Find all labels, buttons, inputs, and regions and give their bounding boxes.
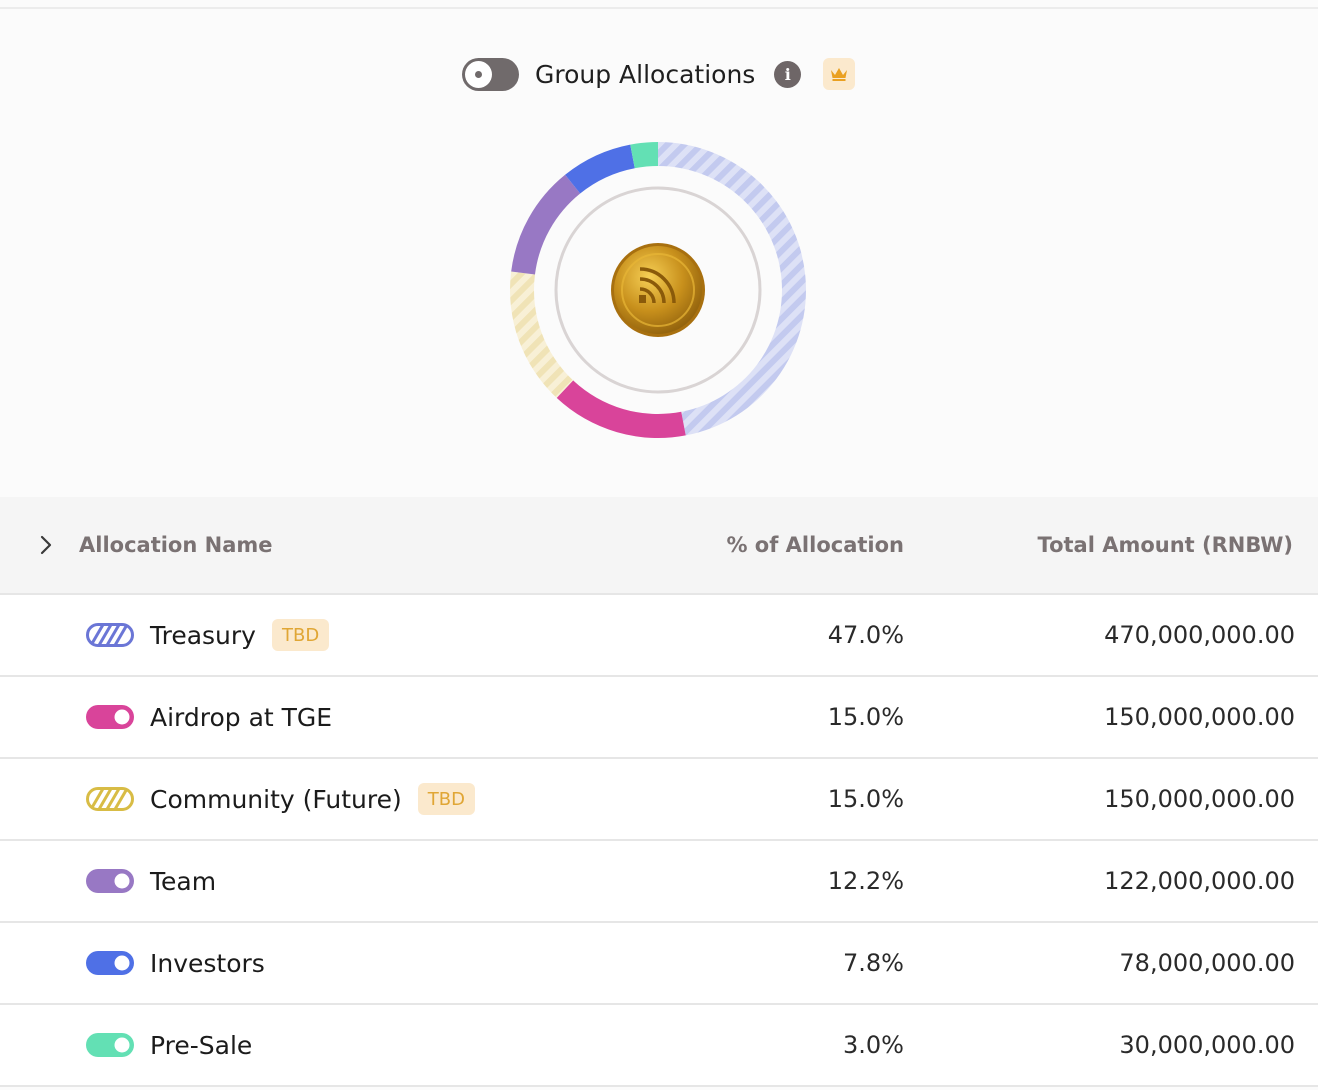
crown-icon bbox=[823, 58, 856, 90]
allocation-percent: 47.0% bbox=[827, 621, 904, 649]
allocation-percent: 7.8% bbox=[843, 949, 904, 977]
column-header-percent[interactable]: % of Allocation bbox=[726, 533, 904, 557]
allocation-percent: 15.0% bbox=[827, 785, 904, 813]
toggle-icon bbox=[86, 787, 134, 811]
donut-slice-treasury[interactable] bbox=[658, 142, 807, 436]
allocation-percent: 3.0% bbox=[843, 1031, 904, 1059]
inner-ring bbox=[554, 186, 762, 394]
allocation-amount: 150,000,000.00 bbox=[1104, 785, 1295, 813]
allocation-amount: 470,000,000.00 bbox=[1104, 621, 1295, 649]
table-row[interactable]: Investors 7.8% 78,000,000.00 bbox=[0, 923, 1318, 1005]
allocation-table-header: Allocation Name % of Allocation Total Am… bbox=[0, 497, 1318, 595]
column-header-name[interactable]: Allocation Name bbox=[79, 533, 273, 557]
toggle-knob bbox=[465, 60, 492, 88]
allocation-name: Team bbox=[150, 841, 216, 921]
allocation-name-text: Treasury bbox=[150, 620, 256, 650]
toggle-icon bbox=[86, 705, 134, 729]
tbd-badge: TBD bbox=[271, 619, 330, 651]
toggle-icon bbox=[86, 951, 134, 975]
allocation-name: Pre-Sale bbox=[150, 1005, 252, 1085]
toggle-icon bbox=[86, 623, 134, 647]
allocation-name: Airdrop at TGE bbox=[150, 677, 332, 757]
allocation-amount: 30,000,000.00 bbox=[1119, 1031, 1295, 1059]
allocation-amount: 78,000,000.00 bbox=[1119, 949, 1295, 977]
allocation-name: Treasury TBD bbox=[150, 595, 330, 675]
allocation-name-text: Investors bbox=[150, 948, 265, 978]
table-row[interactable]: Airdrop at TGE 15.0% 150,000,000.00 bbox=[0, 677, 1318, 759]
table-row[interactable]: Community (Future) TBD 15.0% 150,000,000… bbox=[0, 759, 1318, 841]
group-allocations-label: Group Allocations bbox=[535, 59, 756, 89]
table-row[interactable]: Treasury TBD 47.0% 470,000,000.00 bbox=[0, 595, 1318, 677]
allocation-name: Community (Future) TBD bbox=[150, 759, 475, 839]
allocation-percent: 12.2% bbox=[827, 867, 904, 895]
table-row[interactable]: Team 12.2% 122,000,000.00 bbox=[0, 841, 1318, 923]
donut-slice-investors[interactable] bbox=[565, 144, 635, 194]
top-divider bbox=[0, 7, 1318, 9]
allocation-name-text: Pre-Sale bbox=[150, 1030, 253, 1060]
allocation-donut-chart bbox=[510, 142, 807, 438]
allocation-name-text: Team bbox=[150, 866, 217, 896]
toggle-icon bbox=[86, 869, 134, 893]
allocation-percent: 15.0% bbox=[827, 703, 904, 731]
donut-slice-community-future[interactable] bbox=[510, 271, 574, 398]
info-icon[interactable]: i bbox=[774, 60, 802, 88]
allocation-name-text: Airdrop at TGE bbox=[150, 702, 333, 732]
table-row[interactable]: Pre-Sale 3.0% 30,000,000.00 bbox=[0, 1005, 1318, 1087]
allocation-amount: 150,000,000.00 bbox=[1104, 703, 1295, 731]
toggle-icon bbox=[86, 1033, 134, 1057]
allocation-amount: 122,000,000.00 bbox=[1104, 867, 1295, 895]
group-allocations-toggle[interactable] bbox=[462, 57, 519, 91]
allocation-name: Investors bbox=[150, 923, 265, 1003]
donut-slice-pre-sale[interactable] bbox=[630, 142, 658, 169]
tbd-badge: TBD bbox=[417, 783, 475, 815]
donut-slice-airdrop-at-tge[interactable] bbox=[556, 380, 686, 438]
group-allocations-bar: Group Allocations i bbox=[462, 54, 856, 94]
gold-coin-logo bbox=[611, 243, 705, 337]
allocation-name-text: Community (Future) bbox=[150, 784, 402, 814]
column-header-amount[interactable]: Total Amount (RNBW) bbox=[1037, 533, 1293, 557]
chevron-right-icon[interactable] bbox=[36, 533, 56, 557]
donut-slice-team[interactable] bbox=[511, 174, 581, 275]
